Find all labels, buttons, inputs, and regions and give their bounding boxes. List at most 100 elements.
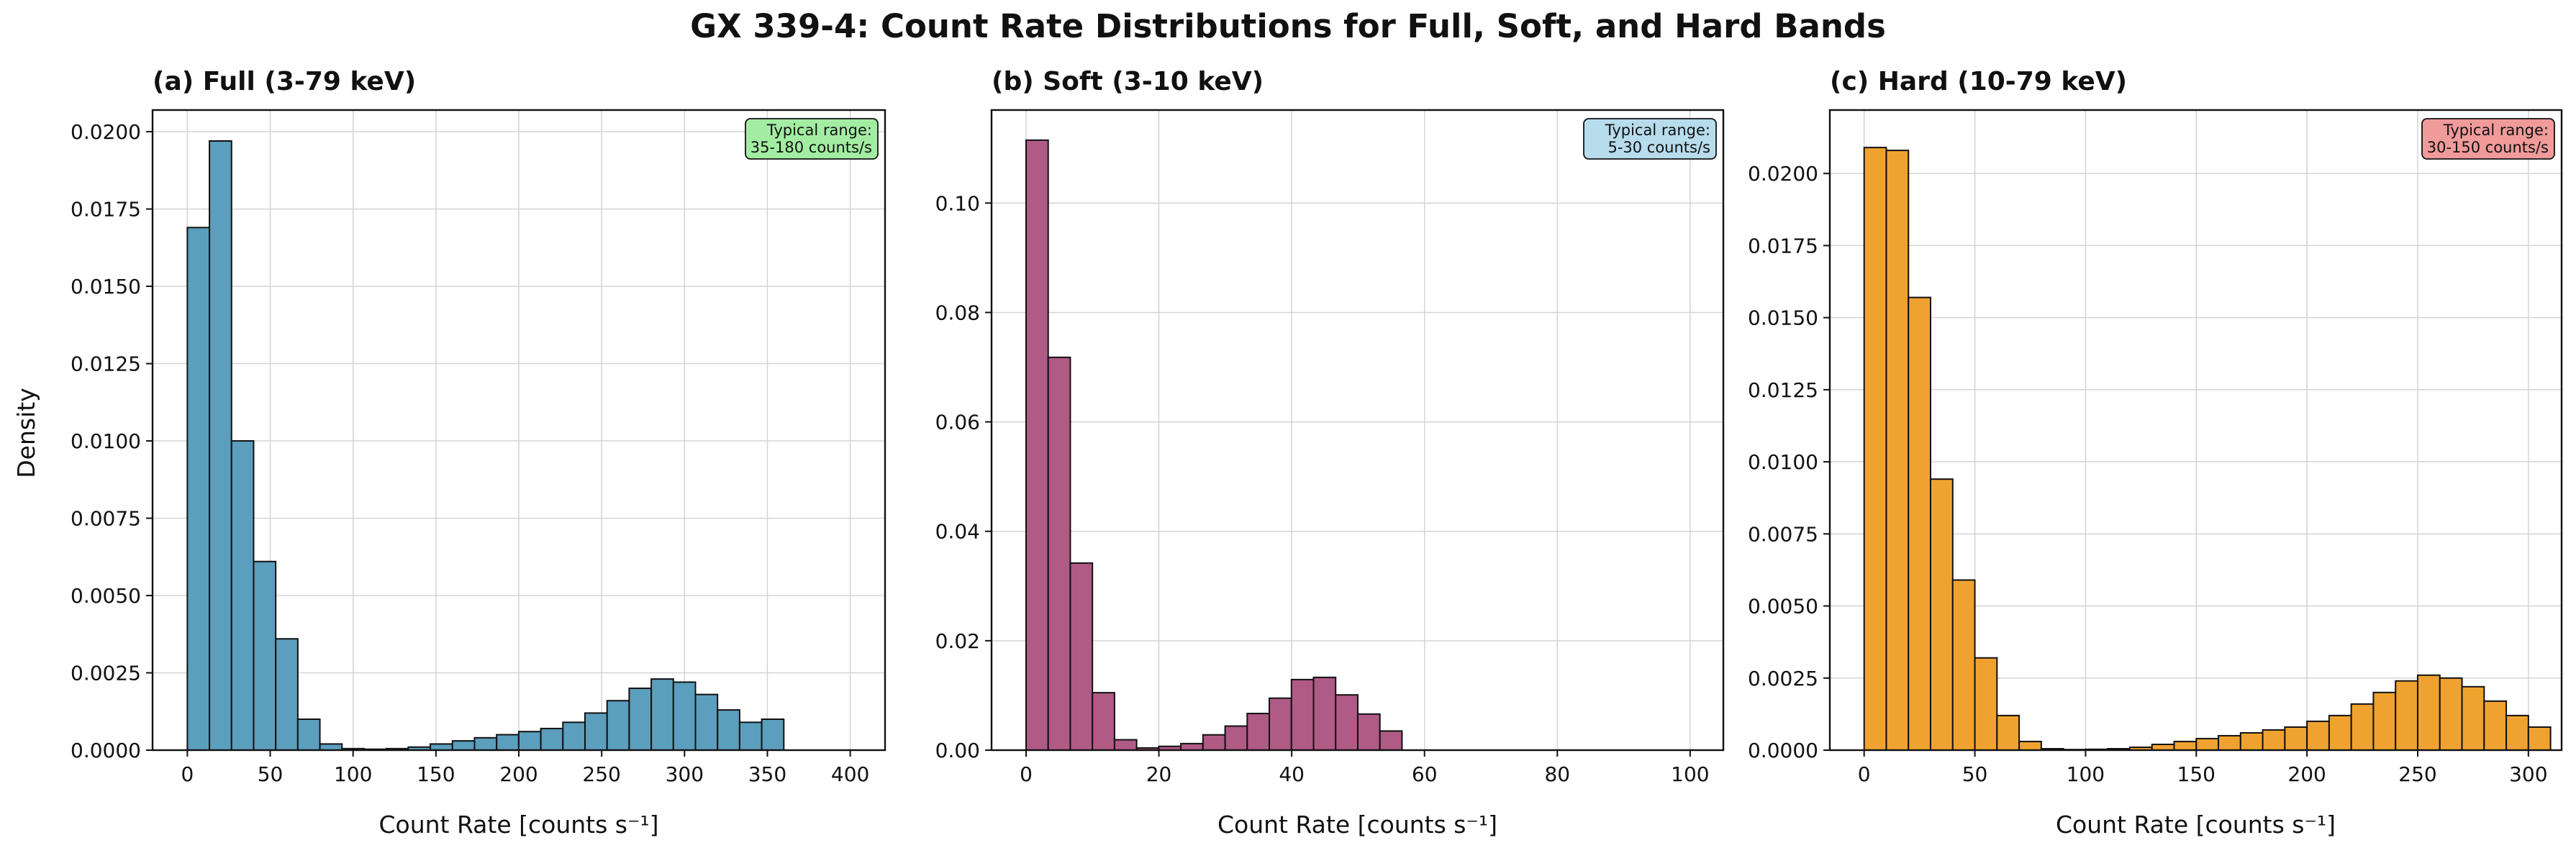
histogram-bar bbox=[2527, 726, 2552, 751]
histogram-bars-a bbox=[186, 140, 785, 752]
histogram-bar bbox=[1996, 714, 2021, 752]
y-tick-label: 0.0050 bbox=[71, 584, 141, 608]
x-tick-label: 100 bbox=[2067, 762, 2105, 786]
y-tick-label: 0.0125 bbox=[1748, 378, 1818, 402]
x-tick-label: 80 bbox=[1544, 762, 1570, 786]
typical-range-annotation: Typical range:35-180 counts/s bbox=[745, 118, 879, 160]
histogram-bar bbox=[761, 719, 785, 751]
y-tick-label: 0.00 bbox=[935, 739, 980, 762]
histogram-bar bbox=[2151, 743, 2175, 751]
histogram-bar bbox=[1863, 147, 1887, 751]
shared-y-axis-label: Density bbox=[12, 388, 40, 478]
histogram-bar bbox=[1930, 478, 1954, 751]
y-tick-label: 0.0050 bbox=[1748, 595, 1818, 619]
y-tick-label: 0.0200 bbox=[71, 120, 141, 144]
x-tick-label: 400 bbox=[831, 762, 869, 786]
histogram-bar bbox=[2372, 691, 2397, 752]
annotation-line-2: 5-30 counts/s bbox=[1607, 139, 1710, 156]
histogram-bar bbox=[562, 721, 586, 751]
histogram-bar bbox=[1092, 692, 1115, 752]
x-axis-label: Count Rate [counts s⁻¹] bbox=[1217, 811, 1497, 839]
histogram-bar bbox=[1356, 713, 1381, 751]
histogram-bar bbox=[694, 693, 719, 752]
y-tick-label: 0.0175 bbox=[1748, 234, 1818, 257]
annotation-box bbox=[1583, 118, 1717, 160]
x-tick-label: 250 bbox=[2398, 762, 2436, 786]
histogram-bar bbox=[1113, 739, 1138, 751]
histogram-bar bbox=[1180, 742, 1204, 752]
histogram-bar bbox=[209, 140, 232, 751]
histogram-bar bbox=[2416, 674, 2441, 751]
histogram-bar bbox=[2439, 677, 2463, 752]
x-tick-label: 40 bbox=[1279, 762, 1305, 786]
histogram-bar bbox=[672, 681, 697, 752]
x-tick-label: 150 bbox=[417, 762, 455, 786]
histogram-bar bbox=[2195, 737, 2220, 752]
histogram-bar bbox=[1951, 579, 1976, 751]
histogram-bar bbox=[2284, 726, 2308, 751]
histogram-bar bbox=[296, 719, 321, 751]
histogram-bar bbox=[517, 731, 542, 751]
histogram-bar bbox=[1908, 296, 1932, 751]
x-axis-label: Count Rate [counts s⁻¹] bbox=[378, 811, 658, 839]
histogram-bar bbox=[2395, 680, 2418, 752]
y-tick-label: 0.0025 bbox=[1748, 667, 1818, 690]
chart-panels: 0 50 100 150 200 250 300 350 4000.00000.00250.00… bbox=[71, 67, 2563, 839]
annotation-line-1: Typical range: bbox=[766, 122, 872, 139]
y-tick-label: 0.0100 bbox=[1748, 450, 1818, 474]
x-tick-label: 250 bbox=[582, 762, 620, 786]
x-tick-label: 50 bbox=[258, 762, 284, 786]
annotation-line-2: 30-150 counts/s bbox=[2427, 139, 2549, 156]
histogram-bar bbox=[230, 440, 255, 751]
y-tick-label: 0.0075 bbox=[71, 507, 141, 531]
histogram-bar bbox=[628, 688, 653, 751]
histogram-bar bbox=[717, 709, 740, 751]
x-tick-label: 0 bbox=[181, 762, 194, 786]
histogram-bar bbox=[2218, 734, 2241, 752]
histogram-bar bbox=[451, 740, 476, 751]
histogram-bar bbox=[430, 743, 453, 752]
y-tick-label: 0.0125 bbox=[71, 352, 141, 376]
plot-frame bbox=[990, 109, 1725, 752]
x-tick-label: 150 bbox=[2177, 762, 2216, 786]
histogram-bar bbox=[1290, 678, 1315, 751]
typical-range-annotation: Typical range:30-150 counts/s bbox=[2421, 118, 2555, 160]
y-tick-label: 0.0175 bbox=[71, 198, 141, 222]
histogram-bar bbox=[1312, 676, 1337, 751]
histogram-bar bbox=[1974, 657, 1998, 752]
histogram-bar bbox=[2350, 703, 2375, 751]
histogram-bar bbox=[473, 736, 498, 751]
histogram-bar bbox=[2505, 714, 2529, 752]
histogram-bar bbox=[2018, 740, 2042, 752]
x-tick-label: 100 bbox=[1671, 762, 1709, 786]
histogram-bar bbox=[275, 638, 299, 752]
x-axis-label: Count Rate [counts s⁻¹] bbox=[2056, 811, 2336, 839]
y-tick-label: 0.0000 bbox=[71, 739, 141, 762]
y-tick-label: 0.0150 bbox=[1748, 306, 1818, 330]
x-tick-label: 200 bbox=[2287, 762, 2326, 786]
histogram-bar bbox=[496, 734, 520, 752]
panel-title: (c) Hard (10-79 keV) bbox=[1830, 67, 2127, 96]
annotation-box bbox=[2421, 118, 2555, 160]
annotation-line-1: Typical range: bbox=[2443, 122, 2549, 139]
y-tick-label: 0.0075 bbox=[1748, 522, 1818, 546]
y-tick-label: 0.04 bbox=[935, 520, 980, 544]
histogram-bar bbox=[1202, 734, 1226, 752]
y-tick-label: 0.0100 bbox=[71, 429, 141, 453]
histogram-bar bbox=[2483, 700, 2508, 752]
y-tick-label: 0.0150 bbox=[71, 275, 141, 298]
y-tick-label: 0.0025 bbox=[71, 662, 141, 685]
histogram-bars-c bbox=[1863, 147, 2552, 752]
x-tick-label: 200 bbox=[499, 762, 538, 786]
annotation-box bbox=[745, 118, 879, 160]
y-tick-label: 0.06 bbox=[935, 411, 980, 434]
x-tick-label: 0 bbox=[1858, 762, 1871, 786]
histogram-bar bbox=[2239, 731, 2264, 751]
annotation-line-1: Typical range: bbox=[1605, 122, 1710, 139]
histogram-bar bbox=[186, 227, 211, 751]
histogram-bar bbox=[1224, 725, 1248, 751]
y-tick-label: 0.02 bbox=[935, 629, 980, 653]
histogram-bar bbox=[1269, 697, 1292, 751]
histogram-bar bbox=[2461, 685, 2485, 752]
